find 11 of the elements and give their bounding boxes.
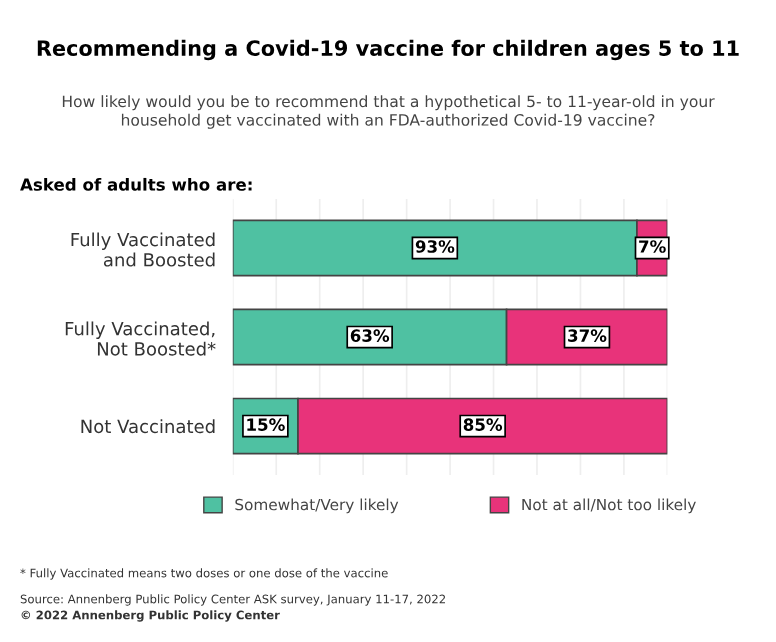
data-label: 93% [415,240,455,253]
chart-title: Recommending a Covid-19 vaccine for children ages 5 to 11 [37,39,739,61]
y-tick-label: Not Vaccinated [81,419,215,434]
data-label: 7% [639,240,666,253]
data-label: 85% [463,418,503,431]
y-tick-label: Fully Vaccinated and Boosted [71,232,215,267]
data-label: 63% [350,329,390,342]
text: Asked of adults who are: [20,177,252,191]
data-label: 15% [247,418,285,431]
y-tick-label: Fully Vaccinated, Not Boosted* [65,321,216,356]
data-label: 37% [568,329,607,342]
